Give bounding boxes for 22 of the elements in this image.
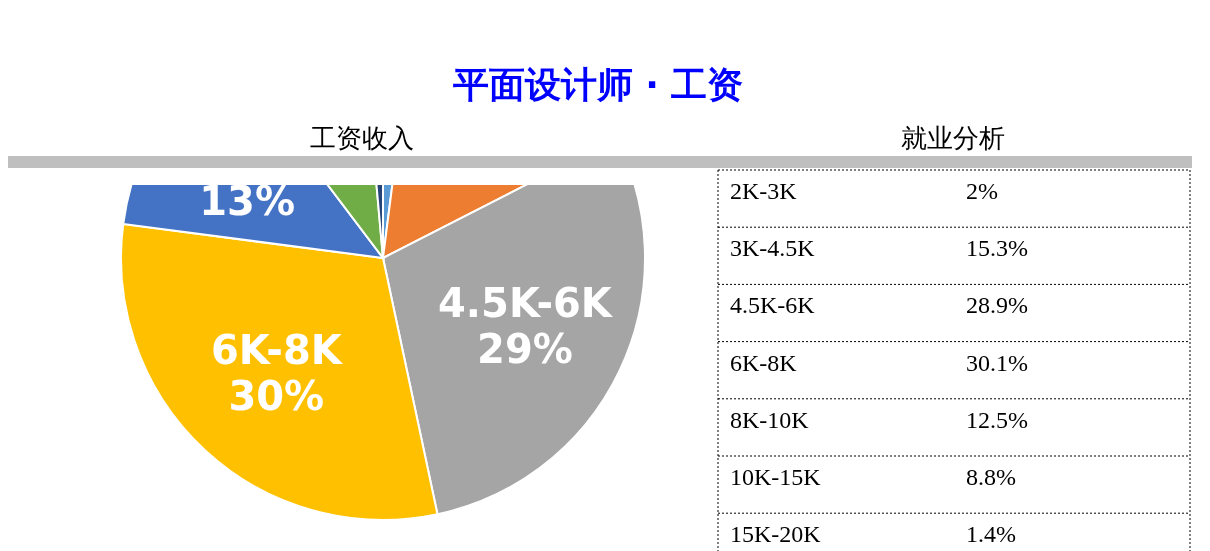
category-label: 4.5K-6K	[730, 292, 816, 319]
data-label: 30%	[228, 373, 325, 420]
slice-label: 4.5K-6K	[438, 279, 614, 326]
text: 2%	[966, 178, 998, 204]
text: 12.5%	[966, 406, 1028, 433]
chart-title: 平面设计师 · 工资	[452, 64, 744, 105]
category-label: 15K-20K	[730, 521, 822, 548]
category-label: 6K-8K	[730, 349, 798, 376]
category-label: 10K-15K	[730, 464, 822, 490]
text: 8.8%	[966, 464, 1016, 490]
text: 就业分析	[901, 124, 1005, 153]
data-label: 29%	[477, 325, 573, 372]
text: 30.1%	[966, 349, 1028, 376]
text: 1.4%	[966, 521, 1016, 548]
chart-subtitle: 工资收入	[310, 124, 414, 153]
slice-label: 6K-8K	[210, 327, 344, 374]
category-label: 2K-3K	[730, 178, 798, 204]
text: 28.9%	[966, 292, 1028, 319]
category-label: 3K-4.5K	[730, 235, 816, 262]
text: 15.3%	[966, 235, 1028, 262]
data-label: 13%	[199, 178, 295, 224]
category-label: 8K-10K	[730, 406, 810, 433]
